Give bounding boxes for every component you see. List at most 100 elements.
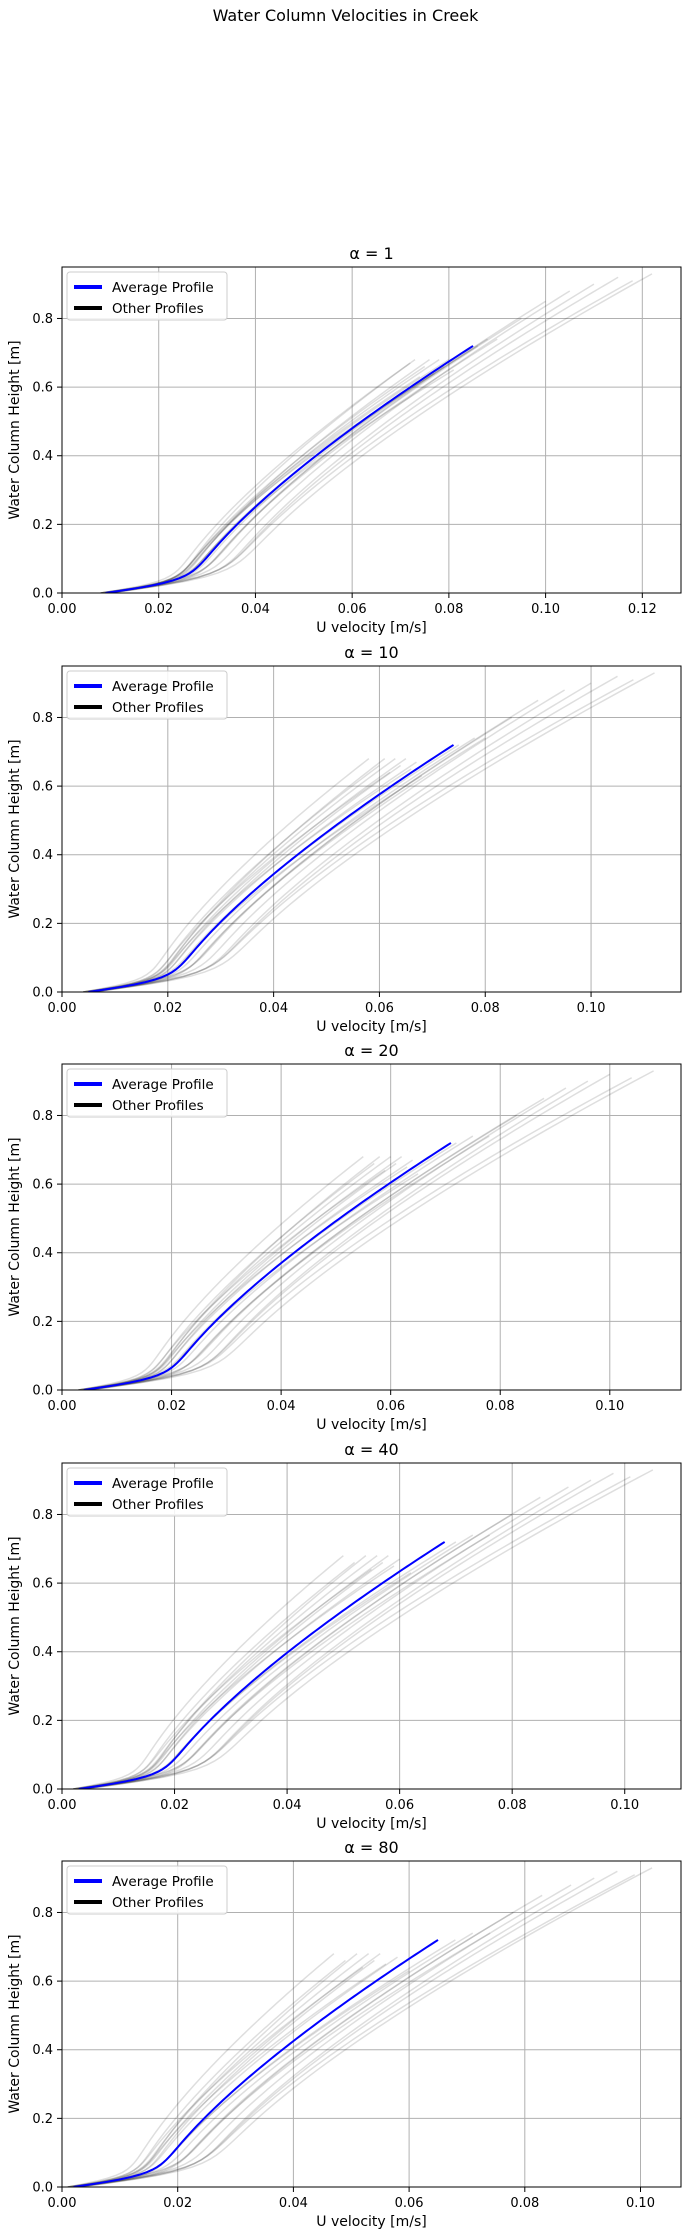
y-tick-label: 0.0: [32, 587, 53, 602]
other-profile-line: [93, 737, 486, 992]
x-tick-label: 0.10: [610, 1798, 639, 1813]
other-profile-line: [88, 758, 396, 992]
y-axis-label: Water Column Height [m]: [7, 1536, 23, 1715]
other-profile-line: [67, 1939, 456, 2187]
x-tick-label: 0.04: [241, 602, 270, 617]
curves: [78, 1070, 654, 1390]
other-profile-line: [67, 1966, 364, 2187]
x-tick-label: 0.08: [486, 1399, 515, 1414]
subplot-title: α = 20: [344, 1041, 398, 1060]
other-profile-line: [84, 1479, 592, 1789]
x-tick-label: 0.08: [498, 1798, 527, 1813]
other-profile-line: [84, 1555, 367, 1789]
other-profile-line: [105, 290, 571, 593]
other-profile-line: [83, 768, 412, 992]
y-tick-label: 0.4: [32, 449, 53, 464]
legend-label: Average Profile: [112, 679, 214, 695]
other-profile-line: [83, 699, 539, 992]
other-profile-line: [83, 1156, 392, 1390]
x-tick-label: 0.12: [628, 602, 657, 617]
legend-box: [66, 271, 228, 321]
y-axis-label: Water Column Height [m]: [7, 739, 23, 918]
other-profile-line: [83, 1135, 474, 1390]
other-profile-line: [79, 1970, 410, 2187]
other-profile-line: [78, 1561, 356, 1789]
other-profile-line: [78, 1156, 364, 1390]
other-profile-line: [105, 338, 488, 593]
x-axis-label: U velocity [m/s]: [316, 1417, 426, 1433]
other-profile-line: [89, 1135, 490, 1390]
subplot-4: α = 40 0.00 0.02 0.04 0.06 0.08 0.10 0.0 0.2 0.4 0…: [7, 1440, 682, 1832]
other-profile-line: [67, 1894, 543, 2187]
subplot-5: α = 80 0.00 0.02 0.04 0.06 0.08 0.10 0.0 0.2 0.4 0…: [7, 1838, 682, 2230]
y-tick-label: 0.4: [32, 2043, 53, 2058]
other-profile-line: [67, 1874, 636, 2187]
other-profile-line: [110, 338, 498, 593]
other-profile-line: [79, 1877, 595, 2187]
legend-label: Other Profiles: [112, 700, 204, 716]
other-profile-line: [73, 1956, 398, 2187]
other-profile-line: [105, 359, 440, 593]
other-profile-line: [78, 1169, 386, 1390]
other-profile-line: [78, 1077, 633, 1390]
y-tick-label: 0.8: [32, 711, 53, 726]
other-profile-line: [105, 317, 522, 593]
other-profile-line: [88, 764, 380, 992]
y-tick-label: 0.8: [32, 312, 53, 327]
x-tick-label: 0.02: [153, 1001, 182, 1016]
x-tick-label: 0.04: [279, 2196, 308, 2211]
x-tick-label: 0.06: [338, 602, 367, 617]
other-profile-line: [73, 1953, 370, 2187]
other-profile-line: [105, 273, 653, 593]
x-axis-label: U velocity [m/s]: [316, 620, 426, 636]
other-profile-line: [100, 300, 546, 593]
average-profile-line: [88, 744, 455, 992]
other-profile-line: [88, 761, 417, 992]
other-profile-line: [110, 359, 430, 593]
other-profile-line: [93, 764, 402, 992]
x-tick-label: 0.00: [48, 602, 77, 617]
legend: Average Profile Other Profiles: [66, 1865, 228, 1915]
legend-label: Average Profile: [112, 280, 214, 296]
other-profile-line: [78, 1555, 389, 1789]
legend-label: Other Profiles: [112, 1497, 204, 1513]
other-profile-line: [79, 1959, 375, 2187]
plot-frame: [61, 1462, 682, 1790]
subplot-2: α = 10 0.00 0.02 0.04 0.06 0.08 0.10 0.0 0.2 0.4 0…: [7, 643, 682, 1035]
x-tick-label: 0.08: [510, 2196, 539, 2211]
y-tick-label: 0.8: [32, 1109, 53, 1124]
y-tick-label: 0.0: [32, 1384, 53, 1399]
legend-label: Other Profiles: [112, 301, 204, 317]
y-tick-label: 0.0: [32, 1783, 53, 1798]
other-profile-line: [78, 1486, 569, 1789]
legend-label: Other Profiles: [112, 1098, 204, 1114]
legend-label: Average Profile: [112, 1874, 214, 1890]
y-tick-label: 0.2: [32, 1714, 53, 1729]
other-profile-line: [89, 1173, 419, 1390]
other-profile-line: [83, 1070, 654, 1390]
other-profile-line: [89, 1162, 397, 1390]
other-profile-line: [78, 1513, 513, 1789]
other-profile-line: [88, 758, 407, 992]
legend-label: Other Profiles: [112, 1895, 204, 1911]
other-profile-line: [89, 1080, 589, 1390]
other-profile-line: [83, 771, 391, 992]
legend-label: Average Profile: [112, 1476, 214, 1492]
other-profile-line: [73, 1959, 346, 2187]
subplot-title: α = 10: [344, 643, 398, 662]
other-profile-line: [83, 1114, 518, 1390]
y-tick-label: 0.0: [32, 986, 53, 1001]
x-tick-label: 0.00: [48, 2196, 77, 2211]
other-profile-line: [83, 1162, 375, 1390]
other-profile-line: [73, 1565, 395, 1789]
plot-frame: [61, 1063, 682, 1391]
other-profile-line: [100, 359, 450, 593]
y-tick-label: 0.2: [32, 1315, 53, 1330]
other-profile-line: [88, 689, 565, 992]
x-tick-label: 0.00: [48, 1399, 77, 1414]
x-axis-label: U velocity [m/s]: [316, 1019, 426, 1035]
x-tick-label: 0.10: [595, 1399, 624, 1414]
other-profile-line: [78, 1534, 474, 1789]
other-profile-line: [110, 362, 411, 593]
